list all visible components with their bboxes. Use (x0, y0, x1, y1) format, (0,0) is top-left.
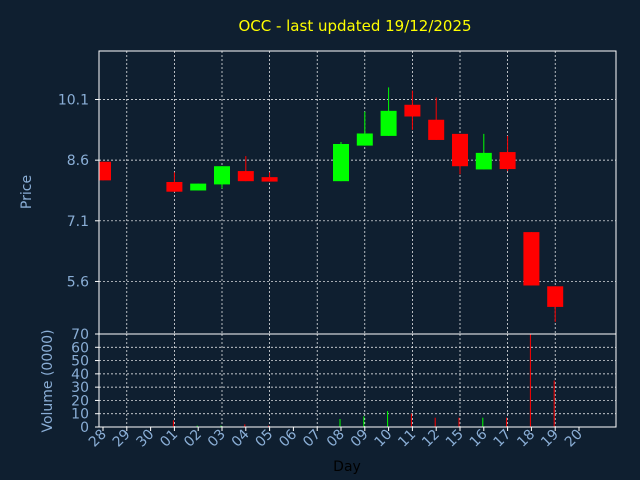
x-axis-label: Day (333, 459, 361, 475)
candle-body (380, 110, 397, 136)
candle-body (499, 152, 516, 170)
x-tick-label: 16 (467, 426, 491, 450)
x-tick-label: 30 (134, 427, 158, 451)
volume-tick-label: 70 (71, 327, 89, 343)
x-tick-label: 17 (491, 427, 515, 451)
x-tick-label: 03 (205, 427, 229, 451)
price-tick-label: 7.1 (67, 214, 89, 230)
price-grid (99, 51, 616, 334)
price-tick-labels: 10.1 8.6 7.1 5.6 (58, 93, 99, 290)
candle-body (404, 104, 421, 117)
price-axis-label: Price (19, 175, 35, 209)
candle-body (333, 143, 349, 182)
candle-body (166, 181, 183, 192)
volume-bars (172, 334, 555, 427)
candle-body (237, 171, 254, 182)
volume-grid (99, 333, 616, 428)
x-tick-label: 09 (348, 427, 372, 451)
candles (99, 87, 564, 322)
price-panel-frame (98, 50, 617, 335)
volume-tick-label: 20 (71, 393, 89, 409)
x-tick-label: 05 (253, 427, 277, 451)
x-tick-label: 15 (443, 427, 467, 451)
x-tick-labels: 28 29 30 01 02 03 04 05 06 07 08 09 10 11 12 15 16 17 18 19… (86, 426, 586, 450)
x-tick-label: 08 (324, 427, 348, 451)
candle-body (547, 286, 564, 307)
volume-panel-frame (98, 333, 617, 428)
candle-body (452, 133, 468, 167)
volume-tick-label: 0 (80, 420, 89, 436)
x-tick-label: 10 (372, 427, 396, 451)
x-tick-label: 12 (419, 427, 443, 451)
volume-tick-label: 30 (71, 380, 89, 396)
candle-body (261, 177, 278, 182)
volume-tick-label: 40 (71, 367, 89, 383)
x-tick-label: 19 (538, 427, 562, 451)
x-tick-label: 29 (110, 427, 134, 451)
candle-body (356, 133, 373, 146)
candle-body (428, 119, 445, 140)
x-tick-label: 02 (181, 427, 205, 451)
chart-title: OCC - last updated 19/12/2025 (238, 17, 471, 35)
candle-body (475, 152, 492, 170)
price-tick-label: 8.6 (67, 153, 89, 169)
x-tick-label: 20 (562, 427, 586, 451)
x-tick-label: 01 (157, 427, 181, 451)
x-tick-label: 06 (276, 426, 300, 450)
candle-body (523, 232, 540, 286)
x-tick-label: 04 (229, 426, 253, 450)
price-tick-label: 5.6 (67, 274, 89, 290)
volume-tick-label: 50 (71, 354, 89, 370)
x-tick-label: 18 (514, 427, 538, 451)
candle-body (214, 166, 230, 185)
volume-tick-label: 60 (71, 340, 89, 356)
volume-axis-label: Volume (0000) (40, 329, 56, 432)
candle-body (190, 183, 207, 191)
volume-tick-label: 10 (71, 407, 89, 423)
x-tick-label: 07 (300, 427, 324, 451)
candle-body (99, 161, 111, 181)
x-tick-label: 11 (395, 427, 419, 451)
price-tick-label: 10.1 (58, 93, 89, 109)
x-tick-label: 28 (86, 427, 110, 451)
